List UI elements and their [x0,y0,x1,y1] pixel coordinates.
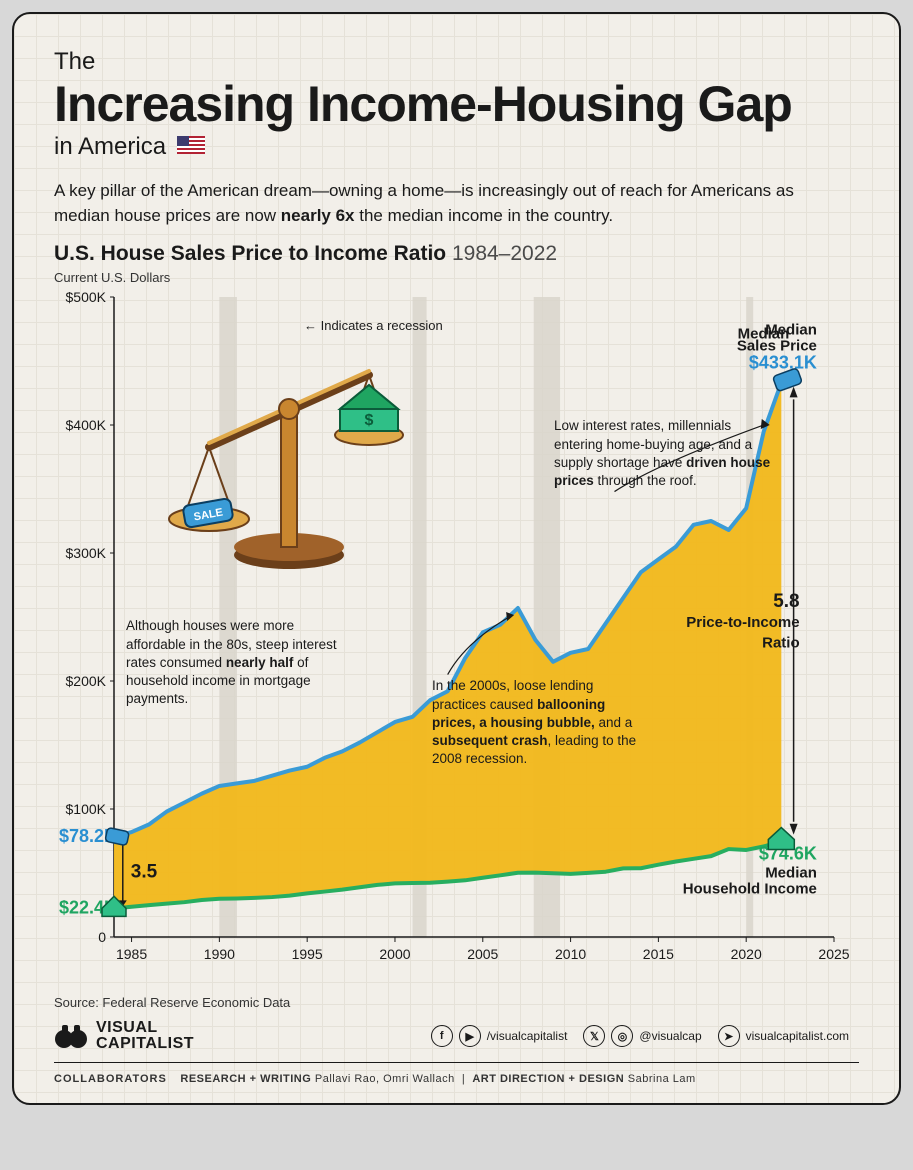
collaborators-line: COLLABORATORS RESEARCH + WRITING Pallavi… [54,1073,859,1085]
svg-text:$500K: $500K [66,289,107,305]
title-pre: The [54,48,859,76]
title-sub-text: in America [54,133,166,160]
social-url: visualcapitalist.com [746,1029,849,1043]
collab-label: COLLABORATORS [54,1073,167,1085]
annotation-low-rates: Low interest rates, millennials entering… [554,417,774,490]
title-sub: in America [54,133,859,162]
svg-text:$433.1K: $433.1K [749,353,817,373]
collab-names-1: Pallavi Rao, Omri Wallach [315,1073,455,1085]
cursor-icon[interactable]: ➤ [718,1025,740,1047]
source-line: Source: Federal Reserve Economic Data [54,995,859,1010]
annotation-2000s: In the 2000s, loose lending practices ca… [432,677,642,768]
intro-bold: nearly 6x [281,206,355,225]
brand-text: VISUALCAPITALIST [96,1020,194,1052]
svg-text:$300K: $300K [66,545,107,561]
title-main: Increasing Income-Housing Gap [54,78,859,131]
footer-bar: VISUALCAPITALIST f ▶ /visualcapitalist 𝕏… [54,1020,859,1063]
svg-text:Median: Median [765,865,817,882]
svg-text:$200K: $200K [66,673,107,689]
scale-illustration: SALE $ [154,337,414,577]
collab-role-1: RESEARCH + WRITING [180,1073,311,1085]
svg-text:1995: 1995 [292,946,323,962]
chart-area: 0 $100K $200K $300K $400K $500K 1985 1990 1995 20… [54,287,859,987]
y-axis-label: Current U.S. Dollars [54,270,859,285]
svg-text:2015: 2015 [643,946,674,962]
svg-text:2025: 2025 [818,946,849,962]
collab-role-2: ART DIRECTION + DESIGN [472,1073,624,1085]
social-handle-1: /visualcapitalist [487,1029,568,1043]
intro-paragraph: A key pillar of the American dream—ownin… [54,179,794,228]
x-icon[interactable]: 𝕏 [583,1025,605,1047]
recession-indicator-label: ← Indicates a recession [304,317,443,335]
social-handle-2: @visualcap [639,1029,701,1043]
svg-text:1985: 1985 [116,946,147,962]
svg-text:Median: Median [765,322,817,339]
title-main-text: Increasing Income-Housing Gap [54,76,792,132]
svg-text:2000: 2000 [379,946,410,962]
svg-text:3.5: 3.5 [131,862,158,883]
svg-text:Ratio: Ratio [762,635,800,652]
svg-text:2010: 2010 [555,946,586,962]
facebook-icon[interactable]: f [431,1025,453,1047]
brand-logo: VISUALCAPITALIST [54,1020,194,1052]
svg-text:$: $ [365,412,374,429]
infographic-page: The Increasing Income-Housing Gap in Ame… [12,12,901,1105]
svg-text:0: 0 [98,929,106,945]
instagram-icon[interactable]: ◎ [611,1025,633,1047]
svg-text:$400K: $400K [66,417,107,433]
svg-text:5.8: 5.8 [773,591,799,612]
svg-text:Household Income: Household Income [683,881,817,898]
svg-text:2005: 2005 [467,946,498,962]
us-flag-icon [177,133,205,161]
chart-title-text: U.S. House Sales Price to Income Ratio [54,242,446,265]
svg-text:Price-to-Income: Price-to-Income [686,615,799,632]
chart-title: U.S. House Sales Price to Income Ratio 1… [54,242,859,266]
binoculars-icon [54,1023,88,1049]
youtube-icon[interactable]: ▶ [459,1025,481,1047]
annotation-80s: Although houses were more affordable in … [126,617,346,708]
intro-b: the median income in the country. [355,206,614,225]
svg-text:1990: 1990 [204,946,235,962]
collab-names-2: Sabrina Lam [628,1073,696,1085]
svg-text:$100K: $100K [66,801,107,817]
svg-text:2020: 2020 [731,946,762,962]
social-links: f ▶ /visualcapitalist 𝕏 ◎ @visualcap ➤ v… [431,1025,859,1047]
chart-title-years: 1984–2022 [452,242,557,265]
